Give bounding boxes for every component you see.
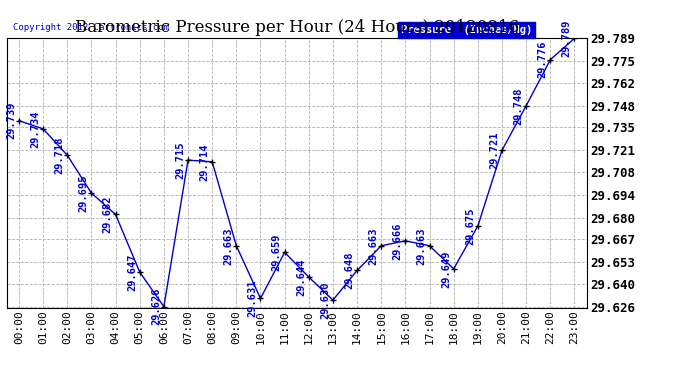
Text: 29.675: 29.675 xyxy=(465,207,475,245)
Text: 29.663: 29.663 xyxy=(368,227,378,264)
Text: 29.776: 29.776 xyxy=(538,41,547,78)
Text: 29.739: 29.739 xyxy=(6,102,16,140)
Text: 29.626: 29.626 xyxy=(151,288,161,326)
Text: 29.721: 29.721 xyxy=(489,132,499,169)
Text: 29.663: 29.663 xyxy=(224,227,233,264)
Text: 29.649: 29.649 xyxy=(441,250,451,288)
Text: 29.714: 29.714 xyxy=(199,143,209,180)
Text: Barometric Pressure per Hour (24 Hours) 20120816: Barometric Pressure per Hour (24 Hours) … xyxy=(75,19,519,36)
Text: 29.682: 29.682 xyxy=(103,196,112,233)
Text: 29.630: 29.630 xyxy=(320,281,330,319)
Text: 29.631: 29.631 xyxy=(248,280,257,317)
Text: 29.647: 29.647 xyxy=(127,254,137,291)
Text: Copyright 2012 Cartronics.com: Copyright 2012 Cartronics.com xyxy=(12,23,168,32)
Text: 29.715: 29.715 xyxy=(175,141,185,179)
Text: 29.663: 29.663 xyxy=(417,227,426,264)
Text: 29.748: 29.748 xyxy=(513,87,523,124)
Text: 29.718: 29.718 xyxy=(55,136,64,174)
Text: 29.666: 29.666 xyxy=(393,222,402,260)
Text: 29.695: 29.695 xyxy=(79,174,88,212)
Text: Pressure  (Inches/Hg): Pressure (Inches/Hg) xyxy=(401,25,532,35)
Text: 29.789: 29.789 xyxy=(562,20,571,57)
Text: 29.659: 29.659 xyxy=(272,234,282,271)
Text: 29.644: 29.644 xyxy=(296,258,306,296)
Text: 29.734: 29.734 xyxy=(30,110,40,148)
Text: 29.648: 29.648 xyxy=(344,252,354,289)
